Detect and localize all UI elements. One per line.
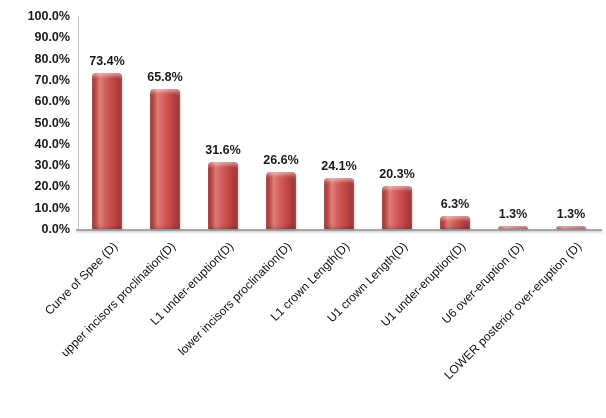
bar-2 <box>150 88 180 229</box>
y-axis-tick-label: 0.0% <box>41 222 71 236</box>
bar-value-label: 1.3% <box>556 207 586 222</box>
y-axis-tick-label: 10.0% <box>34 200 70 215</box>
category-label: Curve of Spee (D) <box>41 239 121 318</box>
y-axis-tick-label: 50.0% <box>34 115 70 130</box>
bar-1 <box>92 72 122 229</box>
bar-6 <box>382 185 412 229</box>
bar-value-label: 26.6% <box>263 153 299 168</box>
y-axis-tick-label: 90.0% <box>34 30 70 45</box>
bar-4 <box>266 172 296 229</box>
bar-5 <box>324 177 354 229</box>
y-axis-tick-label: 100.0% <box>27 9 70 23</box>
bar-9 <box>556 226 586 229</box>
y-axis-tick-label: 30.0% <box>34 158 70 173</box>
bar-value-label: 1.3% <box>498 207 528 222</box>
y-axis-tick-label: 70.0% <box>34 72 70 87</box>
y-axis-tick-label: 20.0% <box>34 179 70 194</box>
x-axis-line <box>76 229 602 231</box>
bar-value-label: 65.8% <box>147 69 183 84</box>
y-axis-tick-label: 60.0% <box>34 94 70 109</box>
bar-value-label: 24.1% <box>321 158 357 173</box>
bar-value-label: 31.6% <box>205 142 241 157</box>
plot-area <box>78 16 601 229</box>
bar-8 <box>498 226 528 229</box>
bar-value-label: 6.3% <box>440 196 470 211</box>
bar-value-label: 73.4% <box>89 53 125 68</box>
bar-value-label: 20.3% <box>379 166 415 181</box>
y-axis-tick-label: 80.0% <box>34 51 70 66</box>
bar-7 <box>440 215 470 229</box>
bar-3 <box>208 161 238 229</box>
y-axis-tick-label: 40.0% <box>34 136 70 151</box>
